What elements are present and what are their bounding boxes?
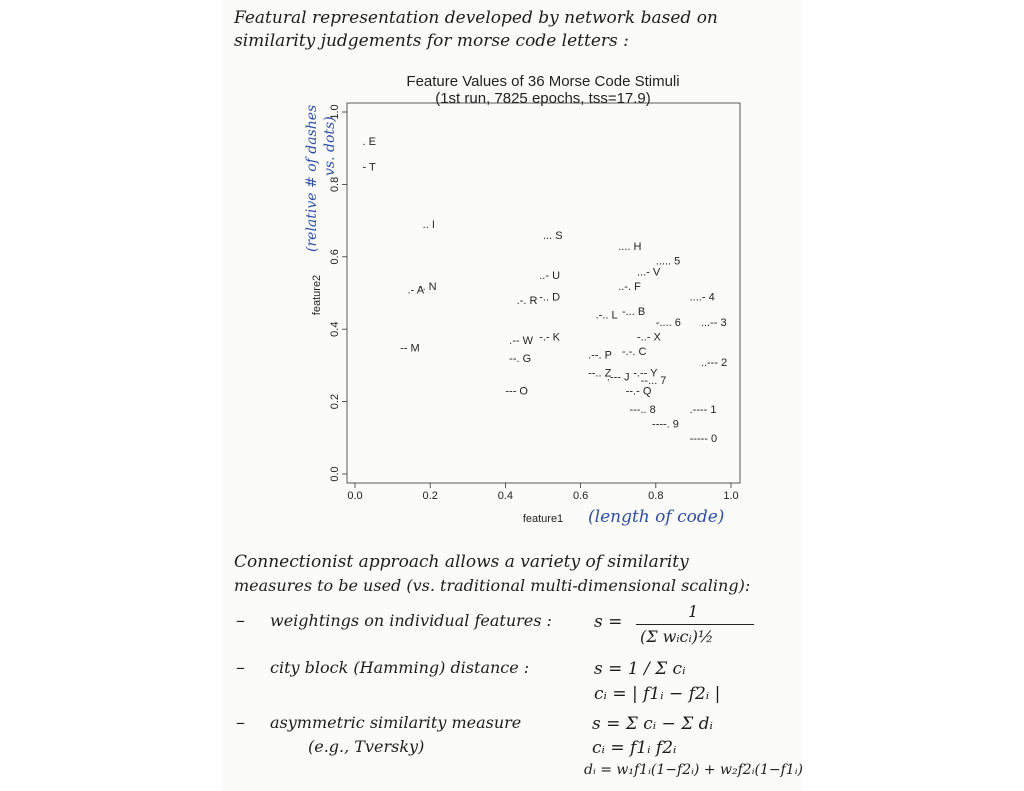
data-point-label: -.. D [539,292,560,304]
item3-label-line-1: asymmetric similarity measure [270,713,522,732]
y-tick-label: 0.8 [329,177,341,192]
data-point-label: .- A [408,284,425,296]
scanned-page: Featural representation developed by net… [222,0,803,791]
bullet-3: – [236,712,245,733]
x-tick-label: 1.0 [723,490,738,502]
bullet-2: – [236,657,245,678]
data-point-label: --.- Q [626,386,652,398]
item2-label: city block (Hamming) distance : [270,658,530,677]
chart-title-line-2: (1st run, 7825 epochs, tss=17.9) [435,90,651,107]
data-point-label: ..- U [539,270,560,282]
data-point-label: . E [363,136,376,148]
data-point-label: .-. R [517,295,538,307]
y-tick-label: 0.6 [329,249,341,264]
data-point-label: --... 7 [641,375,667,387]
data-point-label: ..-. F [618,281,641,293]
data-point-label: .-- W [509,335,533,347]
x-tick-label: 0.6 [573,490,588,502]
x-tick-label: 0.2 [423,490,438,502]
data-point-label: .--. P [588,350,612,362]
intro-line-2: measures to be used (vs. traditional mul… [234,576,751,595]
data-point-label: -.- K [539,331,560,343]
item1-fraction-bar [636,624,754,625]
item3-formula-line-1: s = Σ cᵢ − Σ dᵢ [592,714,713,734]
data-point-label: - T [363,161,377,173]
data-point-label: -. N [419,281,437,293]
data-point-label: ---.. 8 [629,404,655,416]
data-point-label: -.-. C [622,346,646,358]
y-axis-label: feature2 [311,275,323,315]
item2-formula-line-2: cᵢ = | f1ᵢ − f2ᵢ | [594,684,721,704]
data-point-label: ...-- 3 [701,317,727,329]
item3-formula-line-3: dᵢ = w₁f1ᵢ(1−f2ᵢ) + w₂f2ᵢ(1−f1ᵢ) [584,762,803,778]
heading-line-1: Featural representation developed by net… [234,8,718,28]
data-point-label: .. I [423,219,435,231]
scatter-chart: Feature Values of 36 Morse Code Stimuli … [311,73,741,525]
data-point-label: -.-- Y [633,368,658,380]
chart-title-line-1: Feature Values of 36 Morse Code Stimuli [406,73,679,90]
x-tick-label: 0.8 [648,490,663,502]
data-point-label: ..--- 2 [701,357,727,369]
data-point-label: -..- X [637,331,661,343]
data-point-label: .... H [618,241,641,253]
intro-line-1: Connectionist approach allows a variety … [234,552,689,572]
x-tick-label: 0.0 [347,490,362,502]
ylabel-note-line-2: vs. dots) [322,116,338,176]
x-axis: 0.0 0.2 0.4 0.6 0.8 1.0 [347,483,739,502]
data-point-label: ...- V [637,266,661,278]
data-point-label: ..... 5 [656,255,680,267]
bullet-1: – [236,610,245,631]
item1-label: weightings on individual features : [270,611,552,630]
data-point-label: .--- J [607,371,630,383]
data-point-label: --.. Z [588,368,611,380]
item3-label-line-2: (e.g., Tversky) [308,737,425,756]
item1-formula-lhs: s = [594,612,623,632]
data-points: . E- T.. I.- A-. N-- M... S..- U.-. R -..… [363,136,728,445]
x-tick-label: 0.4 [498,490,513,502]
data-point-label: -.... 6 [656,317,681,329]
data-point-label: ----- 0 [690,433,718,445]
data-point-label: --. G [509,353,531,365]
item2-formula-line-1: s = 1 / Σ cᵢ [594,659,686,679]
data-point-label: .---- 1 [690,404,717,416]
y-tick-label: 0.4 [329,322,341,337]
item3-formula-line-2: cᵢ = f1ᵢ f2ᵢ [592,738,677,758]
y-tick-label: 0.2 [329,394,341,409]
data-point-label: ----. 9 [652,418,679,430]
heading-line-2: similarity judgements for morse code let… [234,31,629,51]
plot-frame [346,102,741,484]
item1-formula-numerator: 1 [688,602,699,621]
item1-formula-denominator: (Σ wᵢcᵢ)½ [640,627,714,646]
y-tick-label: 1.0 [329,104,341,119]
data-point-label: -... B [622,306,645,318]
ylabel-note-line-1: (relative # of dashes [304,104,320,252]
xlabel-note: (length of code) [588,507,725,527]
x-axis-label: feature1 [523,513,563,525]
data-point-label: --- O [505,386,528,398]
data-point-label: .-.. L [596,310,618,322]
y-axis: 0.0 0.2 0.4 0.6 0.8 1.0 [329,104,347,482]
y-tick-label: 0.0 [329,466,341,481]
data-point-label: ... S [543,230,563,242]
data-point-label: -- M [400,342,420,354]
data-point-label: ....- 4 [690,292,715,304]
